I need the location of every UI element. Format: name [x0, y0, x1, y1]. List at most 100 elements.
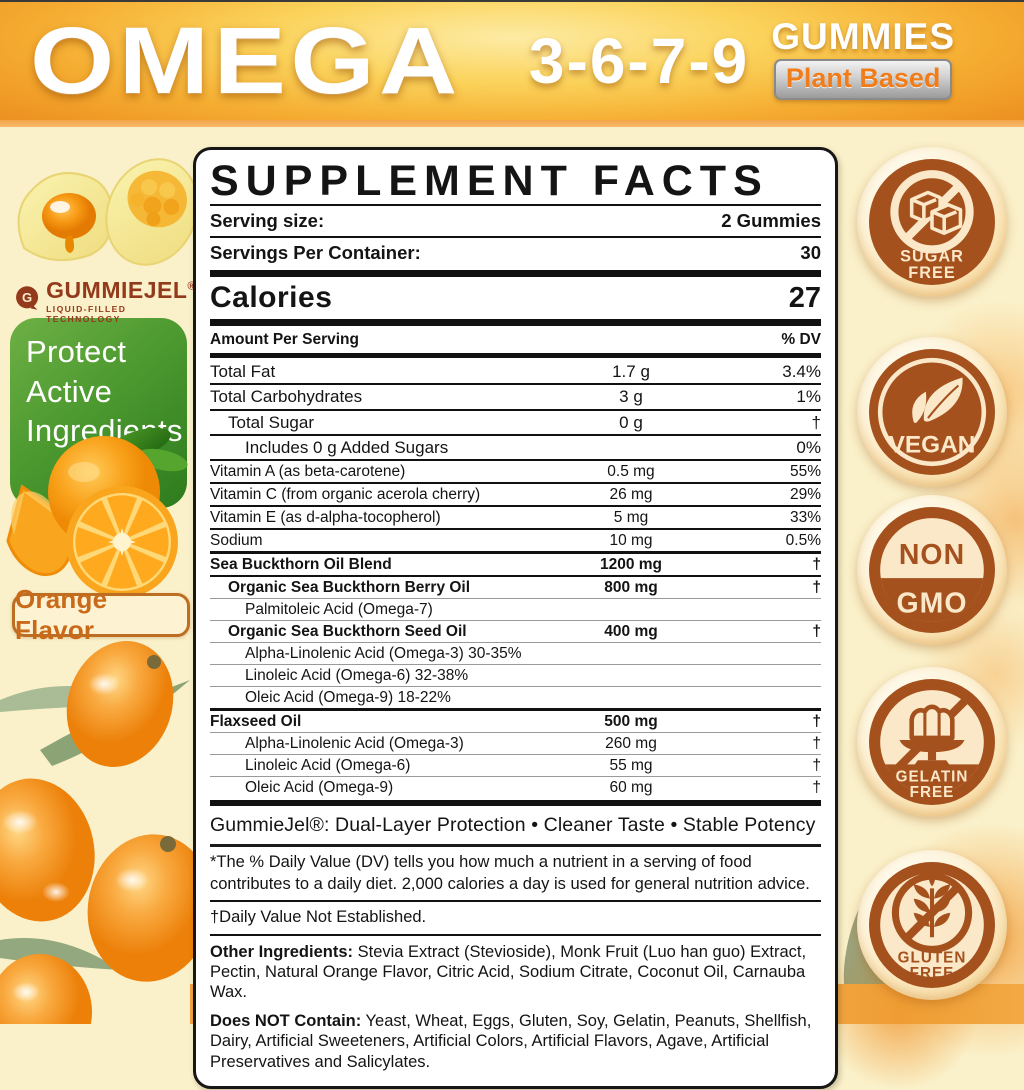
other-ingredients: Other Ingredients: Stevia Extract (Stevi…: [210, 936, 821, 1005]
calories-value: 27: [788, 282, 821, 315]
badge-text: NON: [899, 539, 965, 571]
servings-label: Servings Per Container:: [210, 242, 421, 264]
badge-text: GMO: [897, 588, 968, 620]
serving-size-value: 2 Gummies: [721, 210, 821, 232]
gummy-candies-image: [17, 158, 194, 266]
nutrient-name: Organic Sea Buckthorn Seed Oil: [228, 622, 467, 640]
gummiejel-g-icon: G: [16, 286, 39, 310]
flavor-pill: Orange Flavor: [12, 584, 190, 645]
jelly-prohibited-icon: GELATIN FREE: [869, 679, 995, 805]
nutrient-dv: 33%: [789, 508, 821, 526]
nutrient-name: Vitamin C (from organic acerola cherry): [210, 485, 481, 503]
brand-title: OMEGA: [30, 7, 462, 114]
table-row: Total Fat 1.7 g 3.4%: [210, 360, 821, 383]
table-row: Organic Sea Buckthorn Berry Oil 800 mg †: [210, 574, 821, 598]
nutrient-amount: 26 mg: [609, 485, 653, 503]
nutrient-dv: 55%: [789, 462, 821, 480]
claim-line: Active: [26, 373, 113, 409]
nutrient-name: Vitamin E (as d-alpha-tocopherol): [210, 508, 441, 526]
badge-text: FREE: [910, 784, 955, 801]
column-header-row: Amount Per Serving % DV: [210, 328, 821, 351]
nutrient-name: Organic Sea Buckthorn Berry Oil: [228, 578, 471, 596]
table-row: Total Carbohydrates 3 g 1%: [210, 383, 821, 408]
nutrient-dv: †: [812, 578, 821, 596]
orange-fruit-image: [6, 427, 188, 598]
table-row: Vitamin A (as beta-carotene) 0.5 mg 55%: [210, 458, 821, 482]
nutrient-amount: 55 mg: [609, 757, 653, 775]
badge-text: VEGAN: [889, 432, 976, 459]
divider: [210, 204, 821, 207]
nutrient-amount: 3 g: [619, 387, 643, 407]
other-ingredients-label: Other Ingredients:: [210, 942, 354, 961]
nutrient-amount: 5 mg: [613, 508, 649, 526]
thick-divider: [210, 319, 821, 327]
nutrient-name: Includes 0 g Added Sugars: [245, 437, 449, 457]
logo-text: GUMMIEJEL®: [46, 277, 196, 303]
sea-buckthorn-berries-image: [0, 641, 196, 1024]
nutrient-dv: †: [811, 412, 821, 432]
table-row: Linoleic Acid (Omega-6) 55 mg †: [210, 754, 821, 776]
serving-size-label: Serving size:: [210, 210, 325, 232]
nutrient-amount: 400 mg: [604, 622, 658, 640]
does-not-contain-label: Does NOT Contain:: [210, 1011, 362, 1030]
panel-title: SUPPLEMENT FACTS: [210, 157, 769, 205]
table-row: Alpha-Linolenic Acid (Omega-3) 30-35%: [210, 641, 821, 664]
divider: [210, 900, 821, 903]
nutrient-amount: 500 mg: [604, 713, 658, 731]
leaves-icon: VEGAN: [869, 349, 995, 475]
nutrient-dv: 0.5%: [785, 531, 821, 549]
table-row: Alpha-Linolenic Acid (Omega-3) 260 mg †: [210, 732, 821, 754]
logo-tagline: LIQUID-FILLED TECHNOLOGY: [46, 304, 127, 324]
dv-header: % DV: [781, 331, 821, 349]
badge-gluten-free: GLUTEN FREE: [857, 850, 1007, 1000]
table-row: Oleic Acid (Omega-9) 60 mg †: [210, 776, 821, 798]
gummiejel-tagline: GummieJel®: Dual-Layer Protection • Clea…: [210, 814, 816, 837]
table-row: Organic Sea Buckthorn Seed Oil 400 mg †: [210, 619, 821, 642]
nutrient-amount: 260 mg: [605, 735, 657, 753]
calories-row: Calories 27: [210, 279, 821, 317]
badge-text: SUGAR: [900, 248, 964, 266]
table-row: Vitamin E (as d-alpha-tocopherol) 5 mg 33%: [210, 504, 821, 528]
nutrient-name: Total Carbohydrates: [210, 387, 363, 407]
nutrient-amount: 800 mg: [604, 578, 658, 596]
svg-text:G: G: [22, 290, 32, 305]
badge-text: GLUTEN: [898, 950, 967, 967]
nutrient-dv: †: [812, 757, 821, 775]
nutrient-amount: 0.5 mg: [607, 462, 655, 480]
nutrient-name: Linoleic Acid (Omega-6): [245, 757, 411, 775]
divider: [210, 236, 821, 239]
medium-divider: [210, 353, 821, 359]
nutrient-name: Alpha-Linolenic Acid (Omega-3): [245, 735, 464, 753]
badge-gelatin-free: GELATIN FREE: [857, 667, 1007, 817]
table-row: Vitamin C (from organic acerola cherry) 2…: [210, 481, 821, 505]
gummiejel-logo: G GUMMIEJEL® LIQUID-FILLED TECHNOLOGY: [14, 279, 196, 324]
table-row: Includes 0 g Added Sugars 0%: [210, 433, 821, 459]
does-not-contain: Does NOT Contain: Yeast, Wheat, Eggs, Gl…: [210, 1005, 821, 1074]
table-row: Oleic Acid (Omega-9) 18-22%: [210, 686, 821, 708]
nutrient-dv: 0%: [796, 437, 821, 457]
servings-per-container-row: Servings Per Container: 30: [210, 238, 821, 268]
thick-divider: [210, 800, 821, 807]
plant-based-badge: Plant Based: [773, 59, 953, 100]
omega-numbers: 3-6-7-9: [528, 25, 750, 97]
amount-per-serving-header: Amount Per Serving: [210, 331, 359, 349]
registered-mark: ®: [187, 280, 196, 293]
nutrient-dv: 3.4%: [782, 362, 821, 382]
nutrient-amount: 1200 mg: [599, 555, 663, 573]
table-row: Palmitoleic Acid (Omega-7): [210, 597, 821, 620]
dagger-footnote: †Daily Value Not Established.: [210, 908, 427, 927]
calories-label: Calories: [210, 281, 333, 315]
nutrient-name: Flaxseed Oil: [210, 713, 302, 731]
badge-text: FREE: [908, 264, 955, 282]
nutrient-name: Sodium: [210, 531, 263, 549]
badge-vegan: VEGAN: [857, 337, 1007, 487]
nutrient-name: Linoleic Acid (Omega-6) 32-38%: [245, 666, 469, 684]
other-ingredients-text: Stevia Extract (Stevioside), Monk Fruit …: [210, 942, 807, 1002]
servings-value: 30: [800, 242, 821, 264]
non-gmo-seal-icon: NON GMO: [869, 507, 995, 633]
nutrient-amount: 60 mg: [609, 779, 653, 797]
nutrient-name: Vitamin A (as beta-carotene): [210, 462, 406, 480]
sugar-cubes-prohibited-icon: SUGAR FREE: [869, 159, 995, 285]
nutrient-dv: †: [812, 735, 821, 753]
